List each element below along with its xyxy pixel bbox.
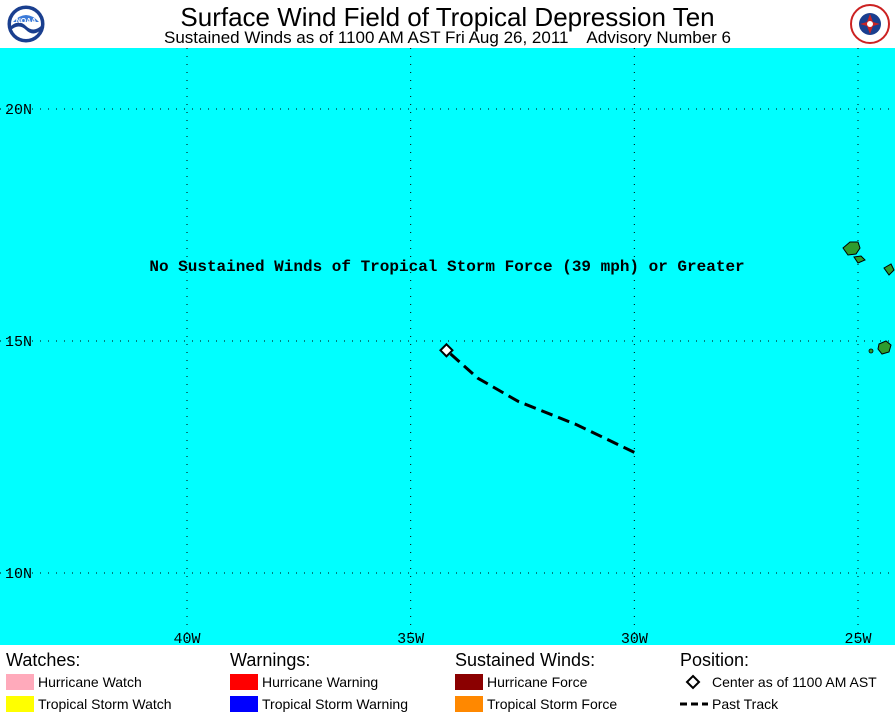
legend-item-hurricane-warning: Hurricane Warning bbox=[230, 671, 408, 693]
axis-labels: 20N 15N 10N 40W 35W 30W 25W bbox=[5, 102, 872, 645]
legend-item-tropical-storm-watch: Tropical Storm Watch bbox=[6, 693, 172, 715]
diamond-icon bbox=[685, 674, 701, 690]
legend-heading-winds: Sustained Winds: bbox=[455, 650, 596, 670]
legend-position: Position: Center as of 1100 AM AST Past … bbox=[680, 649, 877, 715]
tropical-storm-watch-swatch bbox=[6, 696, 34, 713]
legend-heading-warnings: Warnings: bbox=[230, 650, 311, 670]
lon-label: 40W bbox=[173, 631, 200, 645]
land-islands bbox=[842, 241, 895, 355]
legend-label: Hurricane Force bbox=[487, 674, 588, 690]
island-sal bbox=[883, 263, 895, 276]
svg-text:NOAA: NOAA bbox=[16, 18, 37, 25]
wind-field-map: No Sustained Winds of Tropical Storm For… bbox=[0, 48, 895, 645]
island-santo-antao bbox=[842, 241, 861, 256]
legend-label: Center as of 1100 AM AST bbox=[712, 674, 877, 690]
legend-item-hurricane-force: Hurricane Force bbox=[455, 671, 617, 693]
past-track-layer bbox=[439, 342, 635, 454]
hurricane-warning-swatch bbox=[230, 674, 258, 691]
dashed-line-icon bbox=[680, 702, 708, 706]
legend-sustained-winds: Sustained Winds: Hurricane Force Tropica… bbox=[455, 649, 617, 715]
nws-logo bbox=[850, 4, 890, 44]
lon-label: 30W bbox=[621, 631, 648, 645]
legend-label: Hurricane Warning bbox=[262, 674, 379, 690]
legend-watches: Watches: Hurricane Watch Tropical Storm … bbox=[6, 649, 172, 715]
header: NOAA Surface Wind Field of Tropical Depr… bbox=[0, 0, 895, 48]
hurricane-force-swatch bbox=[455, 674, 483, 691]
legend-label: Tropical Storm Force bbox=[487, 696, 618, 712]
advisory-subtitle: Sustained Winds as of 1100 AM AST Fri Au… bbox=[164, 28, 731, 47]
island-santiago bbox=[877, 340, 892, 355]
past-track-line bbox=[445, 349, 635, 454]
legend-label: Hurricane Watch bbox=[38, 674, 142, 690]
storm-center-diamond bbox=[439, 342, 454, 358]
legend-item-tropical-storm-warning: Tropical Storm Warning bbox=[230, 693, 408, 715]
lon-label: 35W bbox=[397, 631, 424, 645]
legend-warnings: Warnings: Hurricane Warning Tropical Sto… bbox=[230, 649, 408, 715]
lon-label: 25W bbox=[844, 631, 871, 645]
legend: Watches: Hurricane Watch Tropical Storm … bbox=[0, 645, 895, 716]
legend-item-hurricane-watch: Hurricane Watch bbox=[6, 671, 172, 693]
legend-heading-watches: Watches: bbox=[6, 650, 81, 670]
no-winds-message: No Sustained Winds of Tropical Storm For… bbox=[149, 258, 744, 276]
island-fogo bbox=[868, 348, 874, 354]
lat-label: 15N bbox=[5, 334, 32, 351]
lat-label: 20N bbox=[5, 102, 32, 119]
legend-label: Tropical Storm Watch bbox=[38, 696, 172, 712]
legend-item-center: Center as of 1100 AM AST bbox=[680, 671, 877, 693]
legend-item-tropical-storm-force: Tropical Storm Force bbox=[455, 693, 617, 715]
tropical-storm-warning-swatch bbox=[230, 696, 258, 713]
tropical-storm-force-swatch bbox=[455, 696, 483, 713]
legend-heading-position: Position: bbox=[680, 650, 750, 670]
legend-label: Tropical Storm Warning bbox=[262, 696, 409, 712]
page-title: Surface Wind Field of Tropical Depressio… bbox=[180, 2, 715, 32]
lat-label: 10N bbox=[5, 566, 32, 583]
hurricane-watch-swatch bbox=[6, 674, 34, 691]
legend-item-past-track: Past Track bbox=[680, 693, 877, 715]
island-sao-vicente bbox=[853, 255, 866, 264]
map-canvas: No Sustained Winds of Tropical Storm For… bbox=[0, 48, 895, 645]
noaa-logo: NOAA bbox=[6, 4, 46, 44]
legend-label: Past Track bbox=[712, 696, 779, 712]
